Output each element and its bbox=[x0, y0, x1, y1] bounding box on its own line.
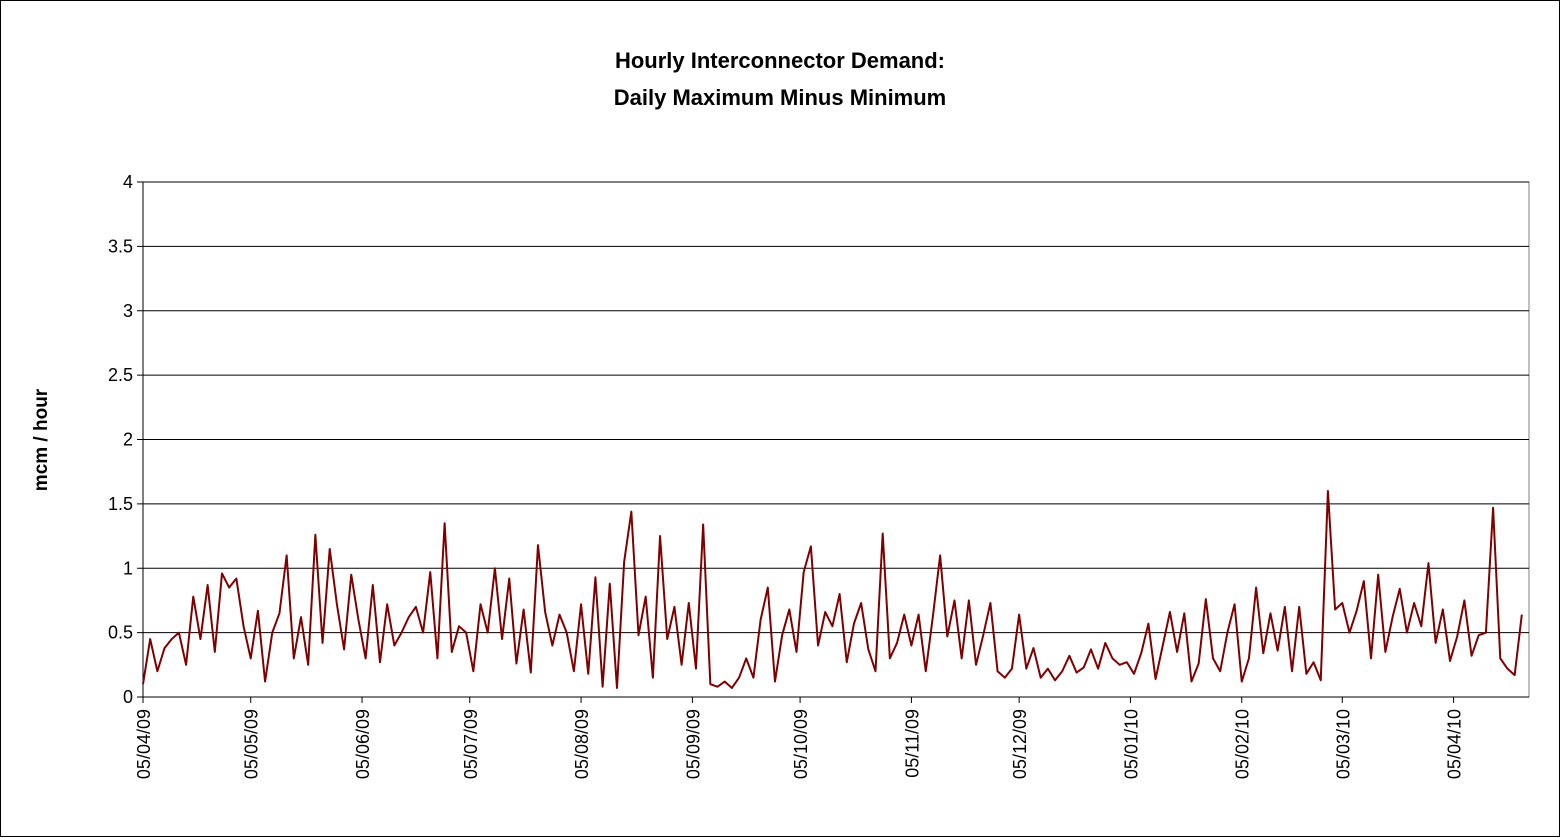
y-tick-label: 4 bbox=[123, 172, 133, 192]
x-tick-label: 05/08/09 bbox=[572, 709, 592, 779]
chart-title: Hourly Interconnector Demand: bbox=[615, 48, 945, 73]
y-tick-label: 2.5 bbox=[108, 365, 133, 385]
y-axis-title: mcm / hour bbox=[31, 388, 52, 491]
y-tick-label: 1 bbox=[123, 558, 133, 578]
y-tick-label: 0.5 bbox=[108, 623, 133, 643]
y-tick-label: 2 bbox=[123, 430, 133, 450]
x-tick-label: 05/04/09 bbox=[134, 709, 154, 779]
x-tick-label: 05/01/10 bbox=[1121, 709, 1141, 779]
x-tick-label: 05/11/09 bbox=[902, 709, 922, 778]
y-tick-label: 1.5 bbox=[108, 494, 133, 514]
chart-title: Daily Maximum Minus Minimum bbox=[614, 85, 947, 110]
x-tick-label: 05/05/09 bbox=[242, 709, 262, 779]
x-tick-label: 05/10/09 bbox=[791, 709, 811, 779]
x-tick-label: 05/03/10 bbox=[1333, 709, 1353, 779]
x-tick-label: 05/02/10 bbox=[1233, 709, 1253, 779]
y-tick-label: 3.5 bbox=[108, 236, 133, 256]
x-tick-label: 05/07/09 bbox=[461, 709, 481, 779]
data-line bbox=[142, 490, 1523, 689]
x-tick-label: 05/04/10 bbox=[1445, 709, 1465, 779]
y-tick-label: 0 bbox=[123, 687, 133, 707]
y-tick-label: 3 bbox=[123, 301, 133, 321]
x-tick-label: 05/06/09 bbox=[353, 709, 373, 779]
x-tick-label: 05/12/09 bbox=[1010, 709, 1030, 779]
x-tick-label: 05/09/09 bbox=[683, 709, 703, 779]
